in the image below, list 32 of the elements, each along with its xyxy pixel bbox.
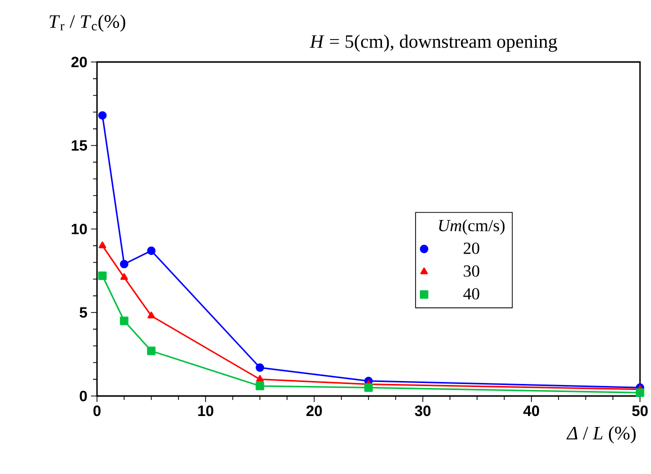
point [148, 312, 156, 318]
point [98, 272, 107, 280]
legend-label: 30 [464, 265, 480, 277]
point [256, 363, 264, 372]
x-axis-title: Δ / L (%) [566, 426, 636, 444]
x-tick-label: 10 [198, 406, 214, 416]
point [256, 375, 264, 382]
point [98, 241, 106, 248]
point [147, 346, 156, 356]
legend-title: Um(cm/s) [439, 219, 505, 235]
x-tick-label: 0 [93, 406, 101, 416]
legend-label: 40 [463, 288, 480, 300]
y-tick-label: 20 [71, 56, 87, 68]
x-tick-label: 50 [632, 406, 648, 416]
point [120, 273, 128, 280]
y-tick-label: 10 [72, 224, 87, 234]
chart-title: H = 5(cm), downstream opening [310, 34, 558, 52]
point [120, 316, 128, 326]
point [364, 383, 373, 392]
point [120, 260, 128, 268]
legend-label: 20 [464, 242, 480, 254]
x-tick-label: 20 [306, 406, 322, 416]
point [636, 388, 644, 397]
y-axis-title: T$_{r}$ / T$_{c}$(%) [50, 14, 126, 32]
point [256, 382, 264, 390]
x-tick-label: 30 [414, 406, 430, 416]
y-tick-label: 15 [72, 140, 88, 151]
y-tick-label: 5 [80, 307, 88, 318]
y-tick-label: 0 [80, 390, 87, 402]
x-tick-label: 40 [523, 406, 540, 416]
point [147, 246, 156, 255]
point [98, 111, 107, 120]
